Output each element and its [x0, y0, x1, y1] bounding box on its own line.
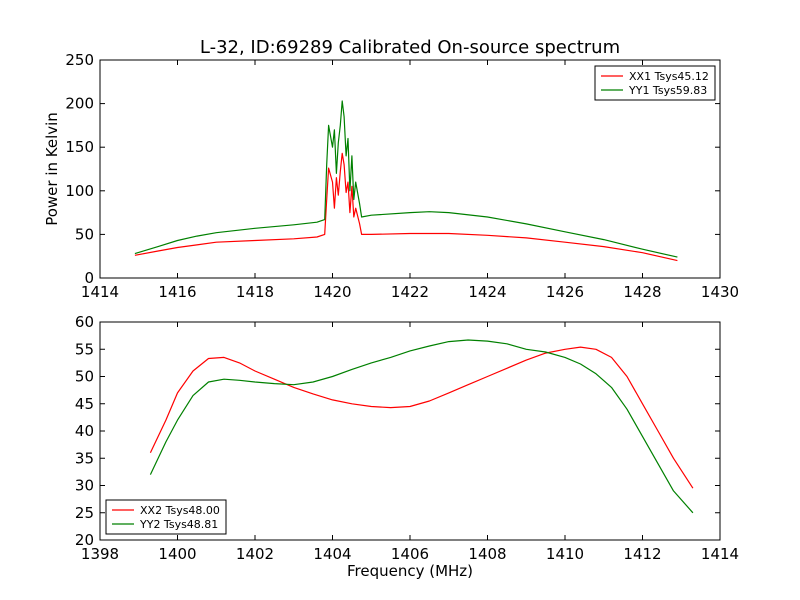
series-line-2: [134, 100, 678, 258]
y-tick-label: 25: [75, 504, 94, 522]
x-tick-label: 1426: [546, 283, 584, 301]
y-tick-label: 150: [65, 138, 94, 156]
legend-entry: YY1 Tsys59.83: [628, 84, 707, 97]
y-tick-label: 250: [65, 51, 94, 69]
x-tick-label: 1400: [158, 545, 196, 563]
x-tick-label: 1430: [701, 283, 739, 301]
x-tick-label: 1414: [701, 545, 739, 563]
chart-title: L-32, ID:69289 Calibrated On-source spec…: [200, 37, 620, 58]
y-tick-label: 60: [75, 313, 94, 331]
x-tick-label: 1410: [546, 545, 584, 563]
series-line-1: [134, 152, 678, 262]
legend-entry: YY2 Tsys48.81: [139, 518, 218, 531]
x-tick-label: 1398: [81, 545, 119, 563]
y-tick-label: 45: [75, 395, 94, 413]
y-tick-label: 200: [65, 95, 94, 113]
x-tick-label: 1406: [391, 545, 429, 563]
series-line-1: [149, 346, 694, 489]
x-tick-label: 1414: [81, 283, 119, 301]
x-tick-label: 1424: [468, 283, 506, 301]
y-tick-label: 20: [75, 531, 94, 549]
bottom-panel: 1398 1400 1402 1404 1406 1408 1410 1412 1414 20 25…: [75, 313, 739, 563]
y-tick-label: 30: [75, 477, 94, 495]
legend-entry: XX1 Tsys45.12: [629, 70, 709, 83]
top-panel: 1414 1416 1418 1420 1422 1424 1426 1428 1430 0 50 1…: [65, 51, 739, 301]
x-tick-label: 1420: [313, 283, 351, 301]
x-axis-label: Frequency (MHz): [347, 562, 473, 580]
x-tick-label: 1422: [391, 283, 429, 301]
y-tick-label: 50: [75, 225, 94, 243]
x-tick-label: 1416: [158, 283, 196, 301]
x-tick-label: 1404: [313, 545, 351, 563]
y-tick-label: 40: [75, 422, 94, 440]
y-tick-label: 55: [75, 340, 94, 358]
legend-box: [105, 499, 227, 535]
y-axis-label: Power in Kelvin: [43, 112, 61, 226]
legend-box: [594, 65, 716, 101]
x-tick-label: 1428: [623, 283, 661, 301]
series-line-2: [149, 339, 694, 514]
legend-entry: XX2 Tsys48.00: [140, 504, 220, 517]
y-tick-label: 100: [65, 182, 94, 200]
y-tick-label: 35: [75, 449, 94, 467]
y-tick-label: 0: [84, 269, 94, 287]
x-tick-label: 1402: [236, 545, 274, 563]
x-tick-label: 1412: [623, 545, 661, 563]
x-tick-label: 1408: [468, 545, 506, 563]
y-tick-label: 50: [75, 368, 94, 386]
x-tick-label: 1418: [236, 283, 274, 301]
